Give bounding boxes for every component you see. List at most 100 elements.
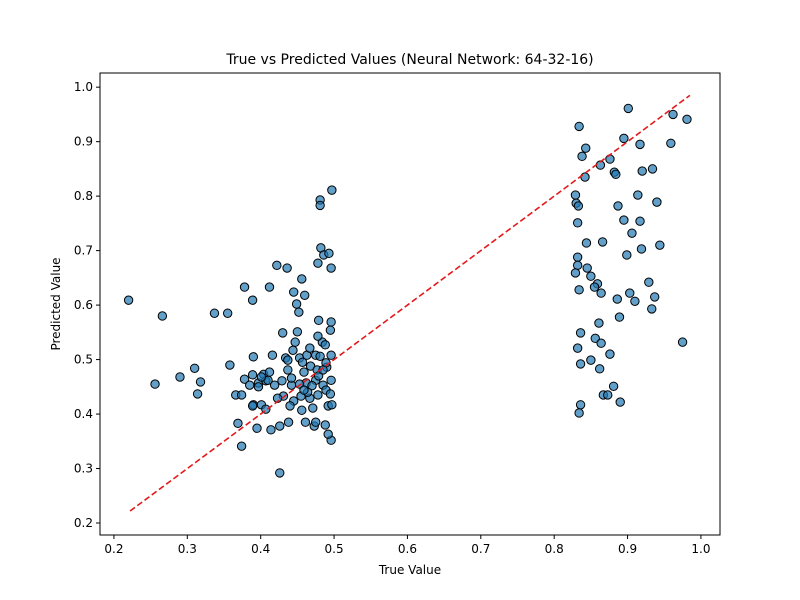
point [608,381,619,391]
point [264,282,275,292]
point [275,421,285,431]
point [277,376,287,386]
point [636,244,647,254]
point [233,418,243,429]
point [290,337,300,347]
point [572,343,583,353]
point [175,372,185,382]
point [596,288,606,298]
point [323,429,333,439]
point [239,282,250,292]
point [264,367,275,377]
point [308,403,318,413]
x-tick-label: 0.9 [618,542,637,556]
point [256,372,267,382]
point [326,263,336,273]
point [320,420,330,430]
point [236,441,247,451]
x-tick-label: 0.4 [251,542,270,556]
point [313,390,323,400]
point [574,285,584,295]
point [247,370,258,380]
point [614,312,625,322]
point [635,216,645,226]
point [581,143,591,153]
point [326,375,336,385]
point [612,294,622,304]
point [294,307,304,317]
point [627,228,637,238]
point [327,400,337,410]
point [327,185,337,195]
point [586,271,596,281]
point [313,331,323,341]
point [623,103,633,114]
y-tick-label: 0.4 [74,407,93,421]
point [644,277,654,287]
point [157,311,168,321]
point [209,308,220,318]
point [311,417,321,427]
point [575,400,586,410]
point [320,340,330,350]
point [305,343,315,353]
x-tick-label: 0.3 [178,542,197,556]
y-tick-label: 0.3 [74,462,93,476]
point [594,318,604,328]
point [577,151,587,162]
y-axis-label: Predicted Value [49,257,63,350]
point [597,237,608,247]
point [192,389,203,399]
point [324,248,334,259]
point [225,360,235,370]
chart-title: True vs Predicted Values (Neural Network… [225,52,593,68]
point [297,405,307,415]
point [619,215,629,225]
point [619,133,629,144]
point [326,350,336,360]
point [603,390,613,400]
point [581,238,592,248]
point [580,172,590,182]
point [635,139,645,150]
point [668,109,678,120]
point [573,201,584,211]
point [574,121,584,132]
point [272,260,282,271]
point [582,263,592,273]
y-tick-label: 0.8 [74,189,93,203]
point [267,350,278,360]
y-tick-label: 0.5 [74,353,93,367]
point [150,379,160,389]
point [325,389,336,399]
y-tick-label: 1.0 [74,80,93,94]
point [189,363,200,373]
point [297,357,308,367]
point [647,164,658,174]
point [570,268,581,278]
point [572,252,583,262]
point [637,166,647,176]
point [248,352,259,362]
y-tick-label: 0.2 [74,516,93,530]
x-tick-label: 0.6 [398,542,417,556]
point [300,417,311,427]
point [575,359,586,369]
point [252,423,262,433]
point [647,304,657,314]
point [655,240,665,250]
point [575,328,586,338]
x-tick-label: 0.2 [104,542,123,556]
point [236,390,247,400]
point [313,315,324,326]
point [286,373,297,383]
point [594,364,605,374]
point [586,355,596,365]
point [247,401,258,411]
point [289,287,299,297]
point [244,380,255,390]
point [652,197,662,207]
point [123,295,134,305]
point [326,317,336,327]
